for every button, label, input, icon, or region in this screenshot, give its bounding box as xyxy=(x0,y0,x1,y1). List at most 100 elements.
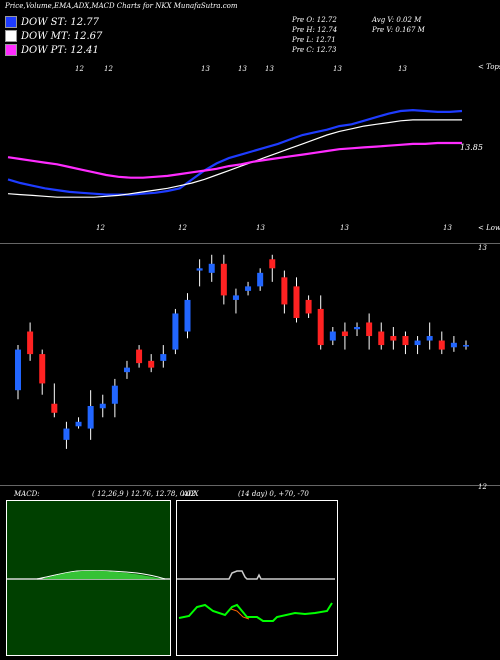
candle-body xyxy=(232,295,239,300)
candle-body xyxy=(172,313,179,350)
ema-top-tick: 13 xyxy=(265,65,274,73)
candle xyxy=(75,417,82,429)
candle xyxy=(245,281,252,296)
candle-body xyxy=(39,354,46,384)
candle xyxy=(172,308,179,355)
plus-di-line xyxy=(178,602,333,622)
candle-body xyxy=(305,299,312,314)
quote-avg-volume: Avg V: 0.02 M xyxy=(372,16,422,24)
candle-body xyxy=(208,263,215,273)
candle-top-label: 13 xyxy=(478,244,487,252)
candle xyxy=(51,383,58,418)
candle-body xyxy=(220,263,227,296)
candle-body xyxy=(426,336,433,341)
candle-body xyxy=(317,308,324,346)
legend-label: DOW MT: 12.67 xyxy=(21,30,103,42)
candle xyxy=(317,295,324,350)
candle xyxy=(148,354,155,373)
page-title: Price,Volume,EMA,ADX,MACD Charts for NKX… xyxy=(5,2,238,10)
candle xyxy=(160,345,167,368)
adx-values: (14 day) 0, +70, -70 xyxy=(238,490,309,498)
candle xyxy=(184,293,191,339)
macd-chart xyxy=(7,570,170,580)
candle xyxy=(269,254,276,282)
panel-divider xyxy=(0,485,500,486)
ema-line-dow-pt xyxy=(7,141,462,179)
candle xyxy=(463,340,469,350)
candle xyxy=(208,254,215,282)
candle-body xyxy=(245,286,252,291)
candle xyxy=(220,254,227,305)
candle-body xyxy=(341,331,348,337)
ema-price-label: 13.85 xyxy=(460,143,483,152)
quote-open: Pre O: 12.72 xyxy=(292,16,337,24)
adx-chart xyxy=(177,570,335,622)
minus-di-line xyxy=(230,608,250,620)
candle xyxy=(232,288,239,314)
candle-body xyxy=(366,322,373,337)
ema-line-dow-st xyxy=(7,108,463,196)
ema-top-tick: 13 xyxy=(201,65,210,73)
ema-bottom-tick: 12 xyxy=(178,224,187,232)
legend-dow-st: DOW ST: 12.77 xyxy=(5,16,99,28)
candle-body xyxy=(111,385,118,404)
candle-body xyxy=(63,428,70,440)
macd-signal-line xyxy=(36,570,166,580)
ema-top-tick: 13 xyxy=(238,65,247,73)
macd-panel xyxy=(6,500,171,656)
ema-bottom-label: < Lows xyxy=(478,224,500,232)
candle-body xyxy=(281,277,288,305)
legend-swatch-blue xyxy=(5,16,17,28)
candle-body xyxy=(27,331,34,355)
candle-body xyxy=(390,336,397,341)
ema-bottom-tick: 13 xyxy=(443,224,452,232)
candle-body xyxy=(438,340,445,350)
legend-dow-pt: DOW PT: 12.41 xyxy=(5,44,99,56)
quote-high: Pre H: 12.74 xyxy=(292,26,338,34)
candle-body xyxy=(450,342,457,348)
ema-bottom-tick: 13 xyxy=(340,224,349,232)
candle-body xyxy=(293,286,300,318)
adx-line xyxy=(177,570,335,580)
candle xyxy=(329,327,336,346)
candle-body xyxy=(414,340,421,346)
legend-swatch-magenta xyxy=(5,44,17,56)
quote-low: Pre L: 12.71 xyxy=(292,36,336,44)
ema-top-tick: 13 xyxy=(398,65,407,73)
legend-label: DOW ST: 12.77 xyxy=(21,16,100,28)
candle xyxy=(281,270,288,314)
candle xyxy=(196,259,203,287)
ema-lines-layer xyxy=(7,108,463,198)
candle xyxy=(39,349,46,395)
candle xyxy=(15,345,21,400)
candle-body xyxy=(463,345,469,347)
candle-body xyxy=(196,268,203,271)
candle-body xyxy=(378,331,385,346)
quote-pre-volume: Pre V: 0.167 M xyxy=(372,26,425,34)
candle-body xyxy=(15,349,21,391)
candle-body xyxy=(75,421,82,427)
candle xyxy=(111,378,118,418)
candle xyxy=(438,331,445,355)
candle xyxy=(257,268,264,291)
ema-bottom-tick: 13 xyxy=(256,224,265,232)
panel-divider xyxy=(0,243,500,244)
candle xyxy=(136,345,143,368)
ema-top-label: < Tops xyxy=(478,63,500,71)
candle xyxy=(27,322,34,361)
candle xyxy=(366,313,373,350)
candle xyxy=(63,421,70,449)
candle-body xyxy=(184,299,191,332)
candle-body xyxy=(148,360,155,368)
ema-bottom-tick: 12 xyxy=(96,224,105,232)
candle xyxy=(414,336,421,355)
candle-body xyxy=(99,403,106,409)
legend-label: DOW PT: 12.41 xyxy=(21,44,99,56)
candle xyxy=(293,277,300,323)
candle xyxy=(123,360,130,379)
candle xyxy=(341,322,348,350)
candle-body xyxy=(329,331,336,341)
legend-dow-mt: DOW MT: 12.67 xyxy=(5,30,102,42)
candle xyxy=(354,322,361,337)
